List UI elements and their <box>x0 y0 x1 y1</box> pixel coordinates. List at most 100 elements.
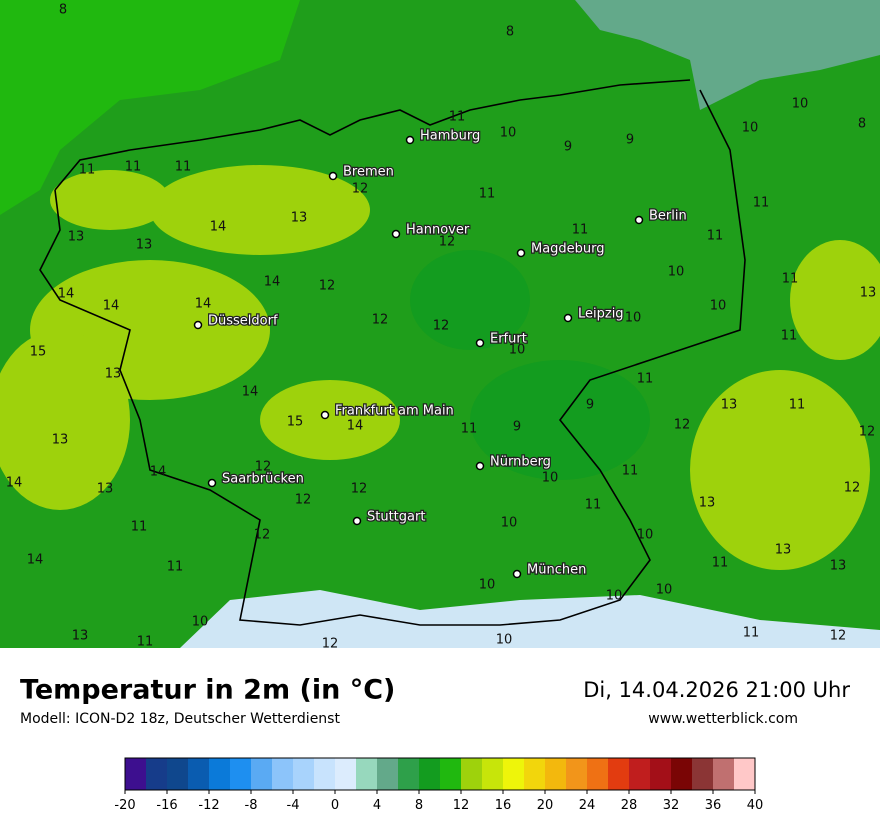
temperature-label: 10 <box>500 126 517 141</box>
temperature-label: 12 <box>844 481 861 496</box>
temperature-label: 10 <box>606 589 623 604</box>
temperature-label: 11 <box>175 160 192 175</box>
legend-tick-label: 24 <box>579 798 596 813</box>
city-name: Erfurt <box>490 332 527 347</box>
border <box>39 79 746 626</box>
legend-tick-label: 8 <box>415 798 423 813</box>
temperature-label: 10 <box>501 516 518 531</box>
legend-tick-label: 36 <box>705 798 722 813</box>
temperature-label: 10 <box>509 343 526 358</box>
city-dot <box>516 248 526 258</box>
temperature-label: 11 <box>781 329 798 344</box>
legend-color <box>587 758 609 790</box>
city-dot <box>475 338 485 348</box>
city-name: Bremen <box>343 165 394 180</box>
legend-color <box>167 758 189 790</box>
legend-color <box>461 758 483 790</box>
temperature-label: 13 <box>860 286 877 301</box>
temperature-label: 11 <box>707 229 724 244</box>
temperature-label: 11 <box>461 422 478 437</box>
city-name: München <box>527 563 586 578</box>
city-name: Leipzig <box>578 307 624 322</box>
temperature-label: 12 <box>433 319 450 334</box>
cities: Hamburg Bremen Hannover Berlin Magdeburg Düss… <box>193 127 688 579</box>
temperature-label: 12 <box>295 493 312 508</box>
temperature-label: 14 <box>6 476 23 491</box>
legend-tick-label: 20 <box>537 798 554 813</box>
legend-tick-label: 16 <box>495 798 512 813</box>
city-name: Stuttgart <box>367 510 425 525</box>
city-dot <box>328 171 338 181</box>
temperature-label: 10 <box>656 583 673 598</box>
legend: -20 -16 -12 -8 -4 0 4 8 12 16 20 24 28 32 36 40 <box>114 757 764 813</box>
legend-color <box>566 758 588 790</box>
temperature-label: 13 <box>699 496 716 511</box>
city-dot <box>320 410 330 420</box>
source: www.wetterblick.com <box>648 711 798 727</box>
city-name: Nürnberg <box>490 455 551 470</box>
city-name: Magdeburg <box>531 242 605 257</box>
temperature-label: 10 <box>192 615 209 630</box>
temperature-label: 11 <box>137 635 154 650</box>
legend-tick-label: -20 <box>114 798 135 813</box>
city-dot <box>475 461 485 471</box>
temperature-label: 14 <box>103 299 120 314</box>
temperature-label: 13 <box>52 433 69 448</box>
legend-color <box>146 758 168 790</box>
city-name: Frankfurt am Main <box>335 404 454 419</box>
legend-color <box>608 758 630 790</box>
temperature-label: 10 <box>637 528 654 543</box>
temperature-label: 10 <box>496 633 513 648</box>
temperature-label: 13 <box>775 543 792 558</box>
city-dot <box>391 229 401 239</box>
temperature-label: 8 <box>506 25 514 40</box>
legend-color <box>734 758 756 790</box>
temperature-labels: 8 8 11 10 9 9 10 10 8 11 11 11 12 11 13 14 13 13 12 11 11 11 1… <box>6 3 877 652</box>
temperature-label: 14 <box>264 275 281 290</box>
warm-area <box>690 370 870 570</box>
temperature-label: 9 <box>513 420 521 435</box>
legend-color <box>251 758 273 790</box>
warm-area <box>260 380 400 460</box>
temperature-label: 12 <box>352 182 369 197</box>
sea-region <box>0 0 300 215</box>
legend-color <box>209 758 231 790</box>
temperature-label: 12 <box>830 629 847 644</box>
temperature-label: 13 <box>291 211 308 226</box>
temperature-label: 9 <box>586 398 594 413</box>
city-name: Hamburg <box>420 129 480 144</box>
city-name: Saarbrücken <box>222 472 304 487</box>
legend-color <box>125 758 147 790</box>
legend-tick-label: 40 <box>747 798 764 813</box>
temperature-label: 10 <box>542 471 559 486</box>
footer <box>0 648 880 830</box>
temperature-label: 10 <box>742 121 759 136</box>
city-dot <box>405 135 415 145</box>
legend-color <box>272 758 294 790</box>
legend-frame <box>124 757 756 791</box>
city-dot <box>563 313 573 323</box>
legend-color <box>503 758 525 790</box>
temperature-label: 11 <box>712 556 729 571</box>
temperature-label: 11 <box>622 464 639 479</box>
legend-color <box>692 758 714 790</box>
temperature-label: 13 <box>72 629 89 644</box>
temperature-label: 14 <box>150 465 167 480</box>
temperature-label: 11 <box>585 498 602 513</box>
legend-color <box>671 758 693 790</box>
temperature-label: 10 <box>710 299 727 314</box>
city-dot <box>193 320 203 330</box>
legend-color <box>713 758 735 790</box>
temperature-label: 14 <box>58 287 75 302</box>
temperature-label: 14 <box>195 297 212 312</box>
temperature-label: 11 <box>637 372 654 387</box>
city-dot <box>634 215 644 225</box>
temperature-label: 14 <box>27 553 44 568</box>
temperature-label: 13 <box>105 367 122 382</box>
temperature-label: 14 <box>210 220 227 235</box>
legend-color <box>230 758 252 790</box>
legend-color <box>314 758 336 790</box>
legend-color <box>524 758 546 790</box>
temperature-label: 11 <box>479 187 496 202</box>
